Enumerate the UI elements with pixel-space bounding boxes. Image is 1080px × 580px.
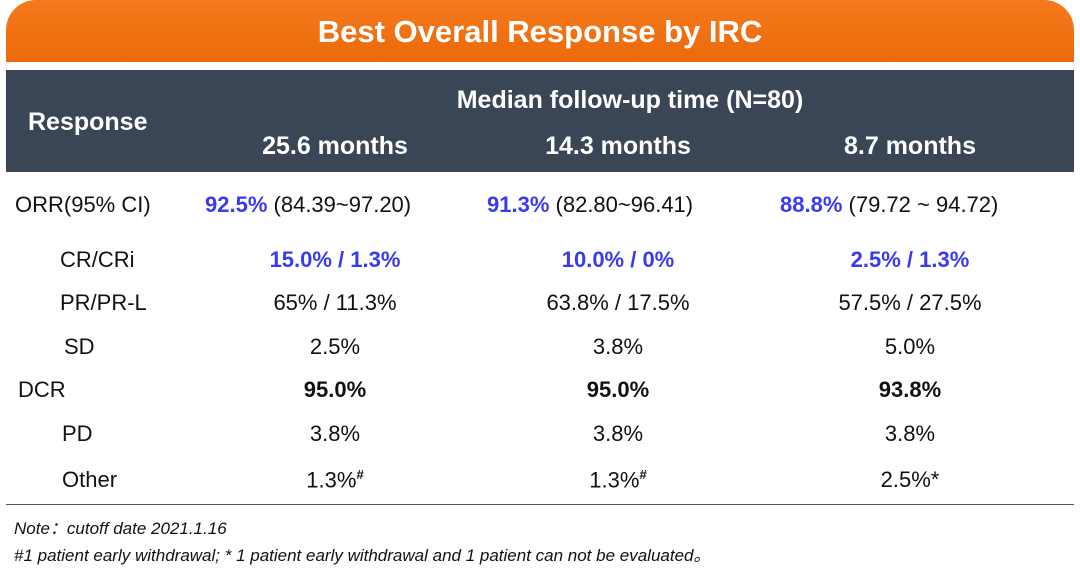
cell: 2.5% <box>309 334 361 359</box>
cell-mark: * <box>930 467 940 492</box>
cell: 2.5%* <box>770 467 1050 493</box>
cell: 3.8% <box>884 421 936 446</box>
cell: 88.8% (79.72 ~ 94.72) <box>780 192 998 218</box>
cell: 93.8% <box>878 377 942 402</box>
title: Best Overall Response by IRC <box>317 14 763 49</box>
cell: 2.5% / 1.3% <box>850 247 970 272</box>
cell-value: 1.3% <box>589 467 640 493</box>
cell: 92.5% (84.39~97.20) <box>205 192 411 218</box>
cell-value: 88.8% <box>780 192 843 217</box>
cell: 95.0% <box>586 377 650 402</box>
cell-ci: (84.39~97.20) <box>273 192 412 217</box>
table-header <box>6 70 1074 172</box>
header-column: 14.3 months <box>545 132 691 160</box>
cell-value: 92.5% <box>205 192 268 217</box>
row-label: PD <box>62 421 93 446</box>
cell: 3.8% <box>309 421 361 446</box>
cell: 95.0% <box>303 377 367 402</box>
cell-mark: # <box>639 467 647 482</box>
cell: 3.8% <box>592 334 644 359</box>
header-group: Median follow-up time (N=80) <box>456 86 804 114</box>
cell-ci: (82.80~96.41) <box>555 192 694 217</box>
cell: 10.0% / 0% <box>561 247 675 272</box>
cell: 63.8% / 17.5% <box>546 290 690 315</box>
header-column: 8.7 months <box>844 132 976 160</box>
cell-value: 91.3% <box>487 192 550 217</box>
cell: 1.3%# <box>195 467 475 493</box>
cell: 5.0% <box>884 334 936 359</box>
row-label: Other <box>62 467 118 492</box>
title-banner <box>6 0 1074 62</box>
header-column: 25.6 months <box>262 132 408 160</box>
cell-ci: (79.72 ~ 94.72) <box>848 192 999 217</box>
cell: 65% / 11.3% <box>273 290 397 315</box>
cell-value: 1.3% <box>306 467 357 493</box>
note: #1 patient early withdrawal; * 1 patient… <box>14 546 711 565</box>
cell: 15.0% / 1.3% <box>269 247 401 272</box>
row-label: DCR <box>18 377 66 402</box>
note: Note：cutoff date 2021.1.16 <box>14 519 227 538</box>
header-response: Response <box>28 108 148 136</box>
cell: 1.3%# <box>478 467 758 493</box>
row-label: CR/CRi <box>60 247 135 272</box>
row-label: ORR(95% CI) <box>15 192 151 217</box>
divider <box>6 504 1074 505</box>
cell: 3.8% <box>592 421 644 446</box>
row-label: PR/PR-L <box>60 290 147 315</box>
cell: 57.5% / 27.5% <box>838 290 982 315</box>
cell-value: 2.5% <box>880 467 931 492</box>
row-label: SD <box>64 334 95 359</box>
cell: 91.3% (82.80~96.41) <box>487 192 693 218</box>
cell-mark: # <box>356 467 364 482</box>
